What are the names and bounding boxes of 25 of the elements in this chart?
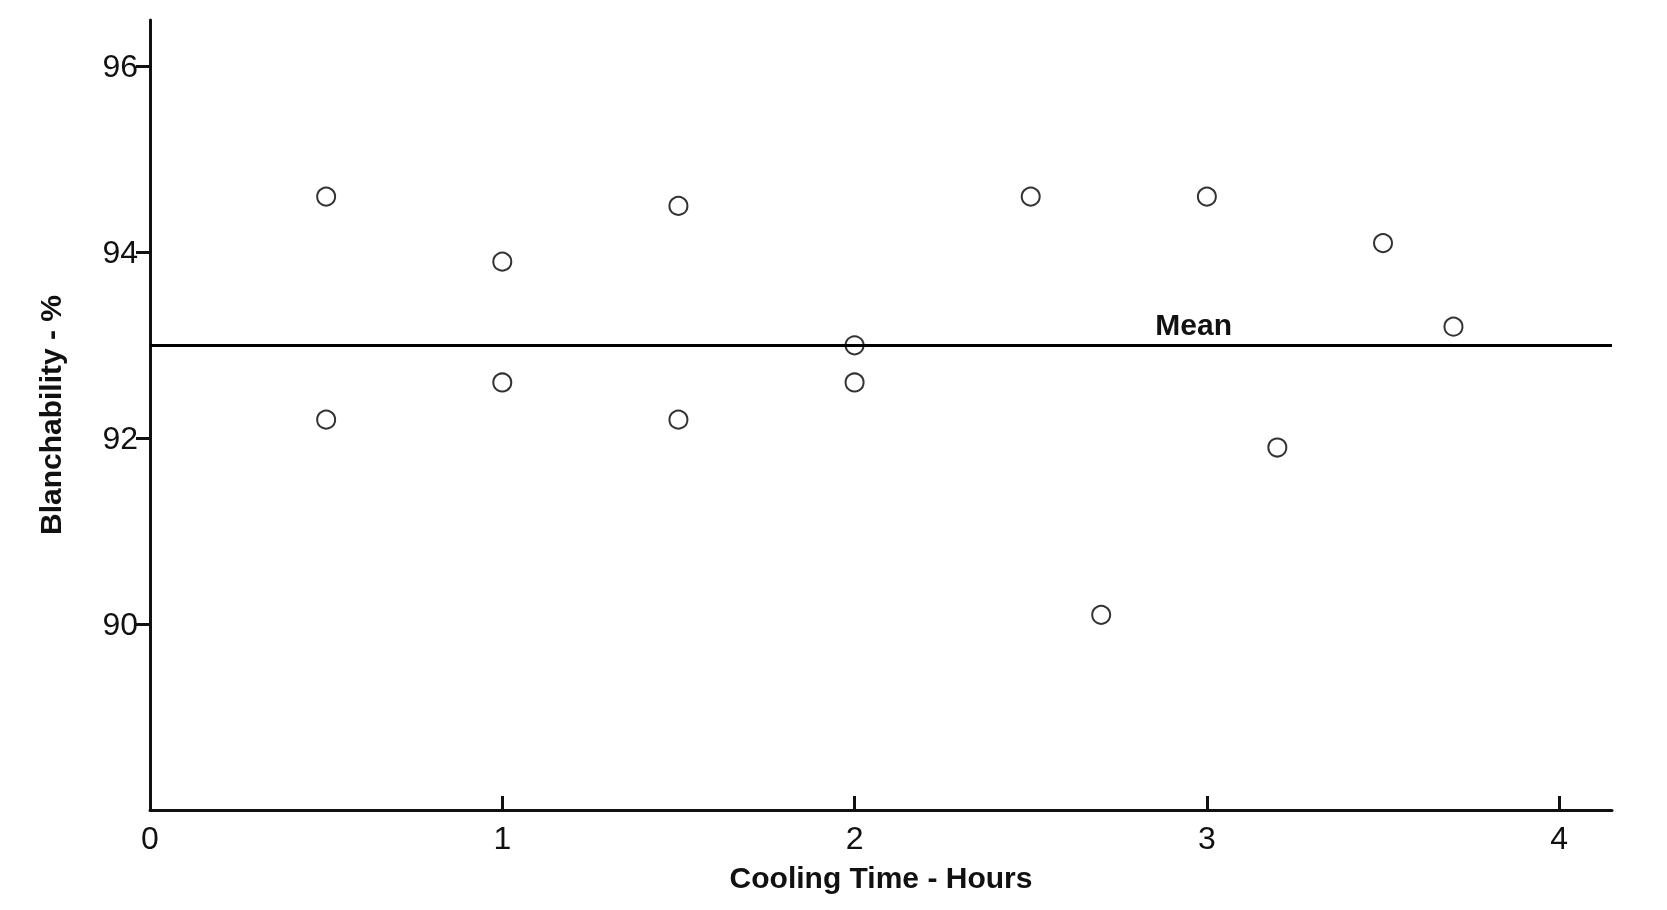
y-axis-title: Blanchability - % (33, 294, 67, 536)
point (492, 372, 513, 393)
y-tick-label: 92 (102, 420, 138, 457)
point (1443, 316, 1464, 337)
x-tick-label: 4 (1550, 820, 1569, 856)
y-tick-label: 90 (102, 606, 138, 643)
x-tick-label: 1 (493, 820, 512, 856)
point (1267, 437, 1288, 458)
point (1196, 186, 1217, 207)
point (316, 186, 337, 207)
x-tick-label: 0 (141, 820, 159, 856)
point (668, 409, 689, 430)
ref-line-label: Mean (1155, 307, 1232, 341)
point (1091, 604, 1112, 625)
x-axis-title: Cooling Time - Hours (729, 860, 1033, 894)
point (316, 409, 337, 430)
x-tick-label: 3 (1197, 820, 1216, 856)
point (1020, 186, 1041, 207)
point (668, 195, 689, 216)
point (1373, 233, 1394, 254)
x-tick-label: 2 (845, 820, 864, 856)
point (492, 251, 513, 272)
point (844, 372, 865, 393)
y-tick-label: 96 (102, 48, 138, 85)
y-tick-label: 94 (102, 234, 138, 271)
